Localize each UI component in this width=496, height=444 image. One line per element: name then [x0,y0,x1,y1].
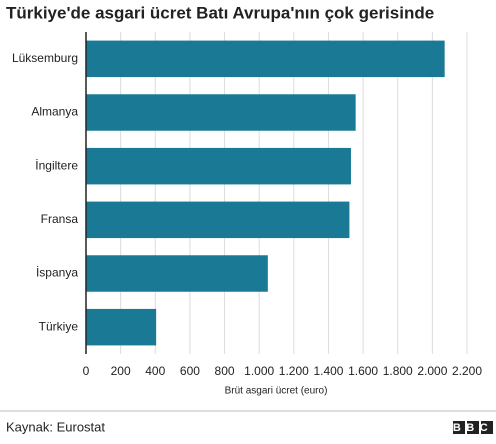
y-tick-label: İngiltere [35,158,78,172]
source: Kaynak: Eurostat [6,419,105,434]
logo-text: BBC [453,422,493,434]
x-tick-label: 1.400 [313,364,343,378]
x-axis-label: Brüt asgari ücret (euro) [225,386,328,397]
y-tick-label: Fransa [41,212,79,226]
x-tick-label: 400 [145,364,165,378]
x-tick-label: 1.800 [383,364,413,378]
bar [86,94,356,131]
x-tick-label: 0 [83,364,90,378]
bar [86,201,350,239]
bar [86,40,445,78]
y-tick-label: İspanya [36,266,78,280]
x-tick-label: 1.000 [244,364,274,378]
x-tick-label: 2.000 [417,364,447,378]
logo-box [481,421,493,434]
grid [85,32,468,354]
x-tick-label: 600 [180,364,200,378]
logo: BBC [453,421,493,434]
chart-title: Türkiye'de asgari ücret Batı Avrupa'nın … [6,3,434,22]
y-tick-label: Türkiye [39,319,79,333]
bar [86,308,157,346]
logo-box [467,421,479,434]
y-tick-label: Lüksemburg [12,51,78,65]
x-tick-label: 200 [111,364,131,378]
x-tick-label: 800 [215,364,235,378]
x-tick-label: 2.200 [452,364,482,378]
x-tick-label: 1.200 [279,364,309,378]
y-tick-label: Almanya [31,105,78,119]
bar [86,255,268,292]
bar [86,147,351,185]
x-tick-label: 1.600 [348,364,378,378]
logo-box [453,421,465,434]
